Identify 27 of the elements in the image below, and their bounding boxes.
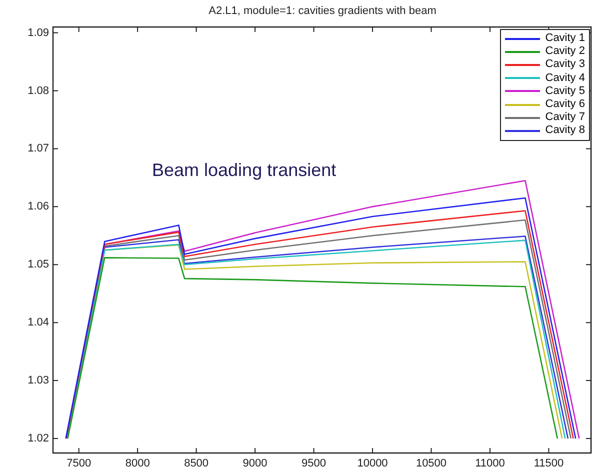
y-tick-label: 1.05	[28, 258, 49, 271]
y-tick-label: 1.08	[28, 84, 49, 97]
y-tick-label: 1.09	[28, 26, 49, 39]
legend-label: Cavity 1	[545, 32, 585, 46]
legend-label: Cavity 4	[545, 72, 585, 85]
x-tick-label: 11500	[534, 458, 564, 470]
annotation: Beam loading transient	[152, 160, 336, 181]
y-tick-label: 1.06	[28, 200, 49, 213]
legend-label: Cavity 6	[545, 98, 585, 112]
legend-label: Cavity 7	[545, 111, 585, 124]
y-tick-label: 1.02	[28, 432, 49, 445]
chart-title: A2.L1, module=1: cavities gradients with beam	[208, 5, 438, 17]
x-tick-label: 8000	[125, 458, 150, 470]
y-tick-label: 1.04	[28, 316, 49, 329]
x-tick-label: 7500	[66, 458, 92, 470]
legend-label: Cavity 3	[545, 58, 585, 72]
x-tick-label: 9000	[242, 458, 268, 470]
legend-label: Cavity 5	[545, 84, 585, 98]
y-tick-label: 1.03	[28, 374, 49, 387]
legend-label: Cavity 8	[545, 124, 585, 138]
x-tick-label: 10500	[416, 458, 447, 470]
x-tick-label: 11000	[475, 458, 505, 470]
x-tick-label: 9500	[302, 458, 326, 470]
y-tick-label: 1.07	[28, 142, 49, 155]
legend-label: Cavity 2	[545, 45, 585, 58]
x-tick-label: 8500	[184, 458, 209, 470]
x-tick-label: 10000	[357, 458, 388, 470]
